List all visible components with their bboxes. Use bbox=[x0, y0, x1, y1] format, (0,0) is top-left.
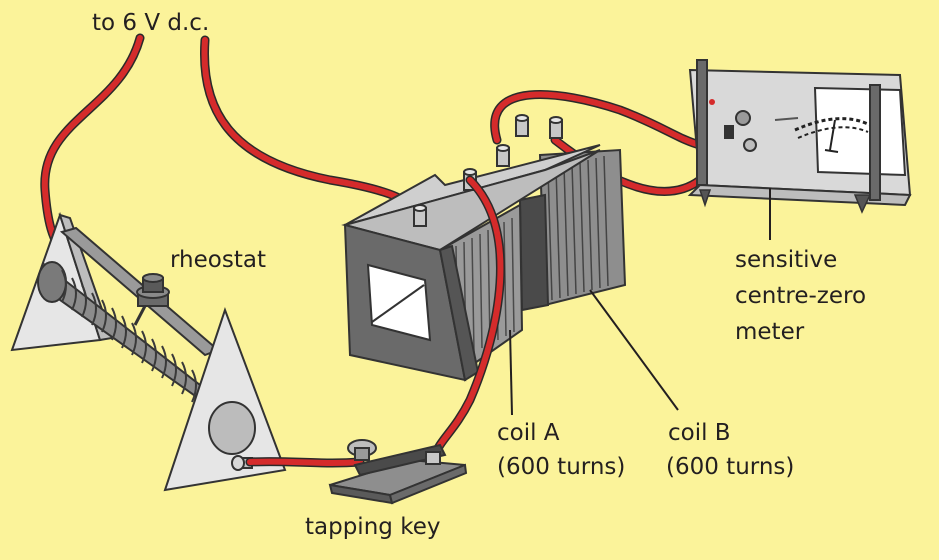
terminal-coil-b-2 bbox=[549, 116, 563, 139]
wire-supply-coil-a bbox=[199, 35, 425, 220]
label-meter-line2: centre-zero bbox=[735, 283, 867, 309]
rheostat-terminal bbox=[231, 455, 253, 471]
rheostat bbox=[10, 211, 287, 492]
label-coil-a-line1: coil A bbox=[497, 420, 560, 446]
label-rheostat: rheostat bbox=[170, 247, 266, 273]
coil-b bbox=[518, 148, 627, 312]
wire-rheostat-key bbox=[245, 457, 365, 468]
leader-coil-b bbox=[589, 289, 679, 411]
wire-coil-b-meter-1 bbox=[490, 90, 705, 150]
wire-coil-a-key bbox=[430, 175, 505, 460]
label-coil-a-line2: (600 turns) bbox=[497, 454, 626, 480]
label-meter-line1: sensitive bbox=[735, 247, 838, 273]
label-tapping-key: tapping key bbox=[305, 514, 441, 540]
core-front bbox=[343, 223, 480, 382]
terminal-coil-a-1 bbox=[413, 204, 427, 227]
label-coil-b-line2: (600 turns) bbox=[666, 454, 795, 480]
wire-supply-rheostat bbox=[40, 33, 145, 255]
label-supply: to 6 V d.c. bbox=[92, 10, 210, 36]
centre-zero-meter bbox=[687, 59, 912, 214]
tapping-key[interactable] bbox=[328, 439, 468, 505]
terminal-coil-b-1 bbox=[496, 144, 510, 167]
label-meter-line3: meter bbox=[735, 319, 805, 345]
label-coil-b-line1: coil B bbox=[668, 420, 731, 446]
transformer bbox=[341, 114, 627, 382]
leader-coil-a bbox=[509, 329, 513, 416]
terminal-coil-b-3 bbox=[515, 114, 529, 137]
rheostat-slider[interactable] bbox=[133, 273, 170, 326]
